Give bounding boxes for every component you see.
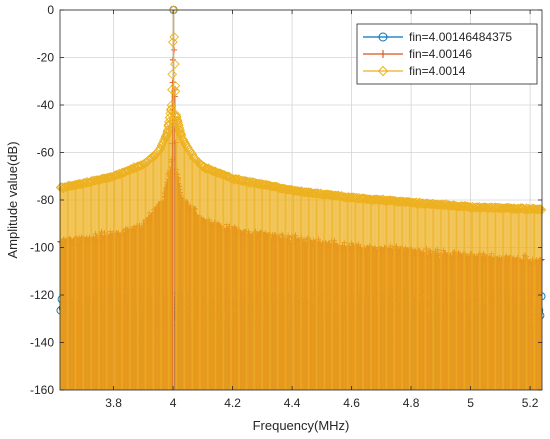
series-3-point — [406, 198, 417, 208]
series-3-point — [517, 203, 527, 213]
series-3-point — [511, 204, 522, 214]
series-3-point — [170, 86, 181, 96]
x-tick-label-2: 4.2 — [224, 396, 241, 410]
y-tick-label-7: -140 — [30, 336, 54, 350]
series-3-point — [536, 205, 547, 215]
legend-label-3: fin=4.0014 — [409, 64, 466, 78]
series-3-point — [185, 146, 196, 157]
series-3-point — [326, 190, 337, 200]
series-3-point — [251, 178, 262, 189]
series-3-point — [530, 204, 541, 215]
legend-marker-1 — [378, 32, 388, 42]
series-3-point — [339, 192, 349, 202]
series-3-point — [425, 199, 435, 209]
series-3-point — [125, 164, 136, 175]
series-3-point — [164, 117, 174, 127]
series-2-point — [171, 46, 178, 53]
series-3-point — [175, 128, 186, 138]
series-3-point — [301, 187, 312, 197]
series-3-point — [169, 59, 180, 69]
series-3-peak — [168, 5, 179, 15]
series-3-point — [175, 125, 185, 136]
series-3-point — [169, 32, 179, 42]
series-3-point — [180, 139, 191, 150]
series-3-point — [386, 195, 396, 206]
series-3-point — [220, 171, 231, 181]
series-3-point — [174, 123, 185, 133]
series-3-point — [217, 169, 228, 180]
series-3-point — [266, 181, 277, 192]
x-tick-label-6: 5 — [467, 396, 474, 410]
x-tick-label-7: 5.2 — [522, 396, 539, 410]
y-tick-label-2: -40 — [37, 98, 55, 112]
series-layer — [55, 5, 547, 390]
legend-marker-3 — [377, 65, 389, 77]
series-3-point — [162, 125, 173, 136]
series-3-point — [176, 130, 187, 141]
series-3-point — [110, 170, 121, 181]
y-tick-label-5: -100 — [30, 241, 54, 255]
legend-label-1: fin=4.00146484375 — [409, 30, 512, 44]
series-3-point — [270, 181, 281, 192]
series-3-point — [387, 195, 398, 206]
series-3-point — [109, 170, 120, 181]
series-3-point — [428, 199, 439, 210]
series-3-point — [170, 80, 181, 91]
series-3-point — [160, 131, 171, 142]
y-tick-label-3: -60 — [37, 146, 55, 160]
series-3-point — [123, 165, 134, 176]
y-tick-label-4: -80 — [37, 193, 55, 207]
series-3-point — [373, 195, 384, 205]
series-3-point — [501, 203, 511, 213]
series-3-point — [222, 171, 232, 182]
series-3-point — [361, 194, 371, 205]
x-axis-title: Frequency(MHz) — [253, 418, 350, 433]
series-3-point — [464, 202, 474, 213]
y-tick-label-1: -20 — [37, 51, 55, 65]
series-3-point — [122, 166, 132, 176]
x-tick-label-5: 4.8 — [403, 396, 420, 410]
series-3-point — [164, 112, 175, 123]
y-axis-title: Amplitude value(dB) — [5, 141, 20, 258]
x-tick-label-3: 4.4 — [284, 396, 301, 410]
legend: fin=4.00146484375 fin=4.00146 fin=4.0014 — [356, 23, 538, 85]
legend-label-2: fin=4.00146 — [409, 47, 472, 61]
y-tick-label-6: -120 — [30, 288, 54, 302]
series-3-point — [292, 185, 302, 196]
series-3-point — [173, 117, 183, 128]
series-3-point — [166, 100, 177, 111]
series-3-point — [163, 121, 174, 131]
series-3-point — [105, 172, 115, 182]
series-3 — [55, 5, 547, 390]
series-3-point — [533, 204, 543, 215]
y-tick-label-8: -160 — [30, 383, 54, 397]
series-3-point — [172, 115, 183, 125]
series-3-point — [148, 151, 159, 161]
series-3-point — [173, 120, 184, 131]
series-3-point — [167, 69, 178, 80]
series-3-point — [235, 175, 246, 186]
series-3-point — [504, 203, 515, 214]
series-3-point — [411, 197, 422, 208]
series-3-point — [241, 176, 252, 187]
y-tick-label-0: 0 — [47, 3, 54, 17]
series-3-point — [117, 167, 128, 178]
series-3-point — [161, 130, 172, 141]
series-3-point — [433, 199, 443, 210]
x-tick-label-0: 3.8 — [105, 396, 122, 410]
series-3-point — [162, 127, 173, 137]
series-3-point — [274, 183, 285, 194]
ticks: 3.8 4 4.2 4.4 4.6 4.8 5 5.2 0 -20 -40 -60 -80 -100 -12… — [30, 3, 542, 410]
series-3-point — [132, 161, 143, 172]
series-3-point — [374, 195, 385, 206]
legend-marker-2 — [379, 50, 387, 58]
x-tick-label-4: 4.6 — [343, 396, 360, 410]
series-3-point — [168, 37, 178, 47]
x-tick-label-1: 4 — [170, 396, 177, 410]
